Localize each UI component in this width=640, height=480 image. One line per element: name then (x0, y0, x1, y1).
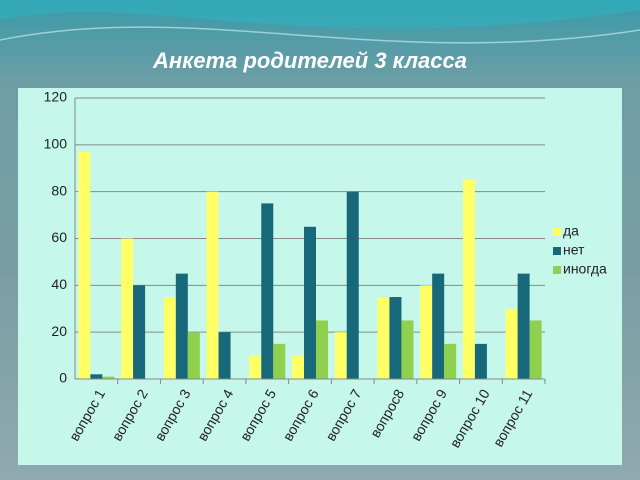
bar (420, 285, 433, 379)
bar (517, 273, 530, 379)
bar (505, 308, 518, 379)
legend-swatch (553, 266, 561, 274)
wave-line (0, 26, 640, 44)
bar (175, 273, 188, 379)
legend-swatch (553, 247, 561, 255)
bar (462, 179, 475, 379)
bar (78, 151, 91, 379)
bar (346, 191, 359, 379)
bar (218, 332, 231, 379)
bar (334, 332, 347, 379)
y-tick-label: 100 (44, 136, 68, 152)
bar (273, 343, 286, 379)
legend-label: иногда (563, 261, 607, 277)
bar (389, 297, 402, 379)
bar (249, 355, 262, 379)
legend-label: нет (563, 242, 585, 258)
bar (432, 273, 445, 379)
bar (187, 332, 200, 379)
bar (401, 320, 414, 379)
bar (316, 320, 328, 379)
bar (121, 238, 134, 379)
bar (163, 297, 176, 379)
bar (304, 226, 316, 379)
bar (474, 343, 487, 379)
wave (0, 0, 640, 29)
y-tick-label: 40 (51, 276, 67, 292)
bar (444, 343, 457, 379)
chart-title: Анкета родителей 3 класса (152, 48, 467, 73)
y-tick-label: 80 (51, 182, 67, 198)
y-tick-label: 0 (59, 370, 67, 386)
bar (292, 355, 304, 379)
y-tick-label: 20 (51, 323, 67, 339)
bar (261, 203, 274, 379)
legend-label: да (563, 223, 579, 239)
bar (133, 285, 146, 379)
bar (206, 191, 219, 379)
bar (377, 297, 390, 379)
bar (529, 320, 542, 379)
bar (90, 374, 103, 379)
legend-swatch (553, 228, 561, 236)
y-tick-label: 120 (44, 89, 68, 105)
y-tick-label: 60 (51, 229, 67, 245)
bar (102, 376, 115, 379)
